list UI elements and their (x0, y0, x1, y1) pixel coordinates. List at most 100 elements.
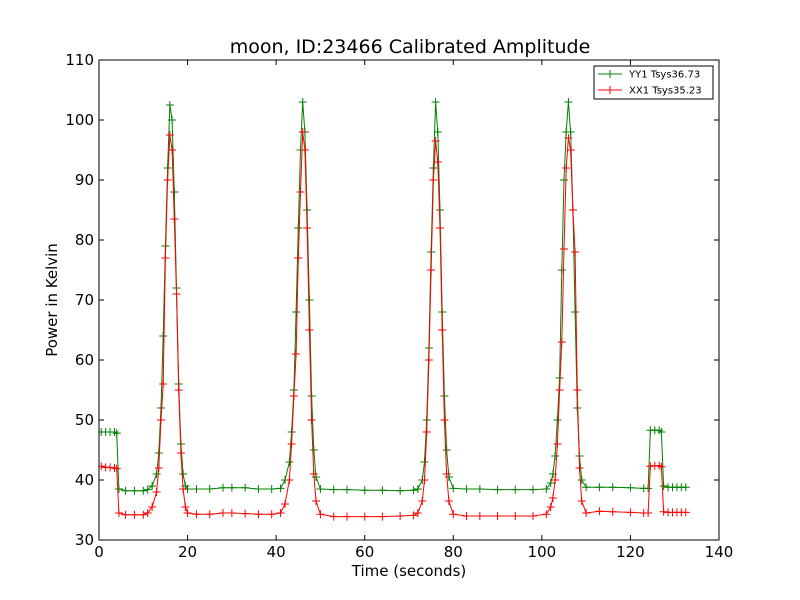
data-point (442, 446, 451, 454)
data-point (112, 429, 121, 438)
data-point (343, 485, 351, 494)
data-point (573, 386, 582, 394)
data-point (296, 188, 305, 196)
data-point (511, 512, 520, 520)
data-point (608, 507, 617, 516)
data-point (659, 482, 668, 490)
data-point (436, 224, 444, 232)
data-point (360, 512, 369, 521)
data-point (442, 470, 451, 478)
data-point (159, 380, 168, 388)
data-point (548, 494, 557, 502)
data-point (170, 188, 179, 196)
data-point (176, 449, 185, 457)
data-point (179, 470, 188, 478)
y-tick-label: 90 (75, 171, 94, 189)
data-point (462, 485, 471, 493)
data-point (130, 510, 139, 519)
data-point (316, 485, 325, 493)
data-point (529, 512, 537, 520)
data-point (294, 254, 303, 262)
data-point (562, 164, 571, 172)
x-tick-label: 100 (528, 543, 557, 561)
data-point (564, 98, 573, 106)
data-point (157, 404, 165, 412)
series-1 (99, 128, 690, 521)
data-point (444, 497, 453, 505)
data-point (329, 512, 338, 521)
data-point (420, 476, 429, 484)
data-point (644, 509, 653, 517)
x-tick-label: 60 (355, 543, 374, 561)
data-point (163, 176, 172, 184)
data-point (626, 483, 635, 492)
data-point (276, 484, 285, 493)
data-point (577, 497, 586, 505)
data-point (112, 464, 121, 473)
data-point (99, 462, 106, 471)
data-point (557, 266, 566, 274)
data-point (409, 486, 418, 495)
data-point (555, 386, 564, 394)
x-tick-label: 20 (178, 543, 197, 561)
data-point (577, 476, 586, 484)
data-point (438, 326, 447, 334)
data-point (281, 500, 289, 508)
data-point (254, 510, 263, 519)
data-point (646, 462, 655, 471)
data-point (267, 510, 276, 519)
x-tick-label: 80 (444, 543, 463, 561)
data-point (114, 485, 123, 493)
x-axis-label: Time (seconds) (351, 562, 467, 580)
y-tick-label: 110 (65, 51, 94, 69)
y-tick-label: 70 (75, 291, 94, 309)
y-tick-label: 100 (65, 111, 94, 129)
data-point (298, 98, 307, 106)
data-point (644, 484, 653, 493)
data-point (165, 101, 174, 109)
data-point (475, 485, 484, 493)
data-point (560, 176, 568, 184)
data-point (285, 476, 294, 484)
data-point (418, 497, 427, 505)
data-point (159, 332, 168, 340)
data-point (298, 128, 307, 136)
data-point (542, 510, 551, 519)
data-point (566, 128, 575, 136)
data-point (316, 510, 325, 519)
data-point (241, 483, 250, 492)
data-point (575, 464, 584, 472)
data-point (413, 509, 422, 517)
data-point (205, 485, 214, 493)
data-point (493, 512, 502, 520)
data-point (329, 485, 338, 494)
legend: YY1 Tsys36.73 XX1 Tsys35.23 (593, 65, 714, 100)
data-point (431, 98, 440, 106)
data-point (157, 416, 165, 424)
data-point (571, 308, 580, 316)
data-point (659, 507, 668, 516)
data-point (121, 510, 130, 519)
data-point (560, 245, 568, 253)
data-point (285, 458, 294, 466)
data-point (582, 509, 591, 517)
data-point (289, 392, 298, 400)
data-point (475, 512, 484, 520)
data-point (139, 510, 148, 519)
data-point (378, 512, 387, 521)
data-point (493, 485, 502, 494)
data-point (309, 470, 318, 478)
data-point (219, 483, 227, 492)
data-point (174, 386, 183, 394)
data-point (121, 486, 130, 495)
data-point (582, 483, 591, 492)
legend-marker (606, 70, 614, 78)
data-point (657, 462, 666, 471)
data-point (267, 485, 276, 493)
data-point (168, 146, 177, 154)
data-point (571, 248, 580, 256)
data-point (553, 416, 562, 424)
data-point (292, 350, 301, 358)
data-point (409, 511, 418, 520)
data-point (529, 485, 537, 494)
